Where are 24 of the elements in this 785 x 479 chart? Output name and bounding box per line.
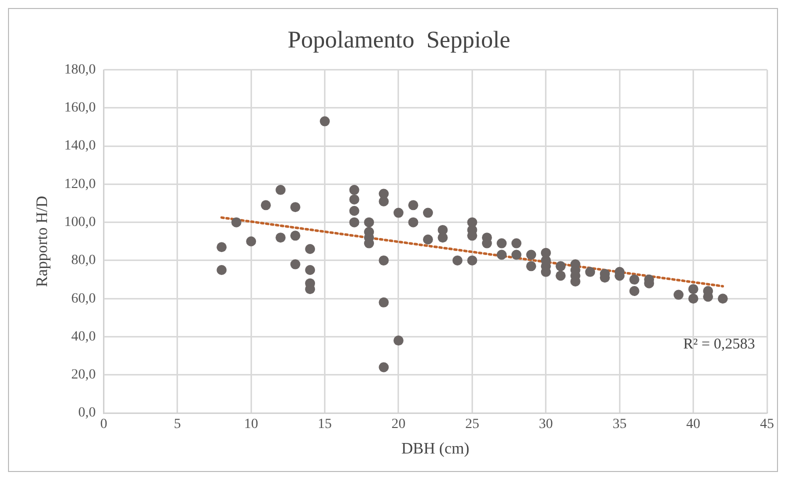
- y-tick-label: 140,0: [64, 138, 96, 154]
- y-tick-label: 20,0: [71, 368, 96, 383]
- y-axis-title: Rapporto H/D: [34, 196, 51, 287]
- x-tick-label: 35: [612, 417, 627, 432]
- x-tick-label: 40: [686, 417, 700, 432]
- x-tick-label: 25: [465, 417, 480, 432]
- y-tick-label: 180,0: [64, 62, 96, 78]
- x-tick-label: 0: [100, 417, 108, 432]
- y-tick-label: 80,0: [71, 253, 96, 268]
- y-tick-label: 40,0: [71, 329, 96, 344]
- x-tick-label: 45: [760, 417, 774, 432]
- y-tick-label: 160,0: [64, 100, 96, 116]
- x-tick-label: 10: [244, 417, 258, 432]
- y-tick-label: 60,0: [71, 291, 96, 306]
- x-axis-title: DBH (cm): [401, 440, 470, 458]
- x-tick-label: 5: [174, 417, 181, 432]
- x-tick-label: 20: [392, 417, 406, 432]
- y-tick-label: 0,0: [78, 406, 96, 421]
- x-tick-label: 15: [318, 417, 332, 432]
- x-tick-label: 30: [538, 417, 553, 432]
- y-tick-label: 120,0: [64, 176, 96, 192]
- annotation: R² = 0,2583: [683, 336, 755, 352]
- chart-title: Popolamento Seppiole: [288, 28, 510, 54]
- y-tick-label: 100,0: [64, 215, 96, 230]
